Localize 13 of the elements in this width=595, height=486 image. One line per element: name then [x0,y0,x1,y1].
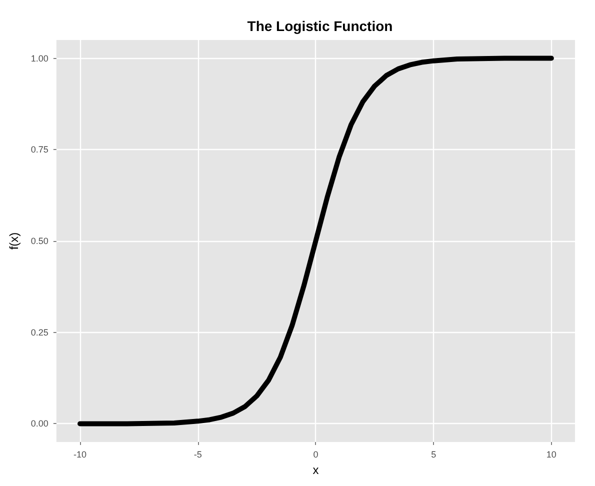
y-tick-label: 0.25 [30,327,48,338]
x-tick-label: 0 [313,450,318,460]
x-tick-label: 10 [546,450,556,460]
y-tick-label: 1.00 [30,53,48,64]
x-tick-label: -10 [73,450,86,460]
chart-title: The Logistic Function [247,18,393,34]
x-axis-title: x [312,462,319,477]
y-tick-label: 0.00 [30,418,48,429]
y-tick-label: 0.75 [30,144,48,155]
x-tick-label: 5 [431,450,436,460]
x-tick-label: -5 [194,450,202,460]
y-axis-title: f(x) [7,232,21,250]
y-tick-label: 0.50 [30,236,48,246]
